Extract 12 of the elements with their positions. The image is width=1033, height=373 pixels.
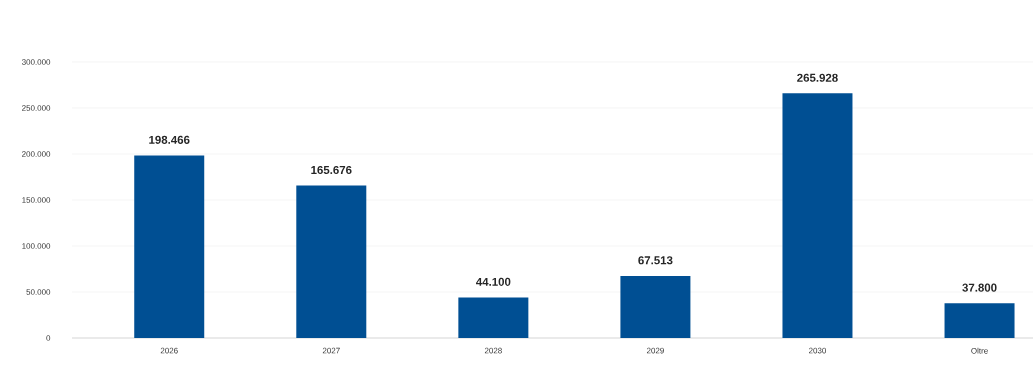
- data-label: 44.100: [476, 277, 511, 286]
- bar: [134, 155, 205, 338]
- data-label: 165.676: [311, 165, 352, 175]
- bar: [296, 185, 367, 338]
- bar: [620, 275, 691, 338]
- data-label: 67.513: [638, 256, 673, 265]
- data-label: 37.800: [962, 283, 997, 292]
- bar: [944, 303, 1015, 338]
- data-label: 198.466: [149, 135, 190, 144]
- bar: [458, 297, 529, 338]
- data-label: 265.928: [797, 73, 838, 82]
- bar: [782, 93, 853, 338]
